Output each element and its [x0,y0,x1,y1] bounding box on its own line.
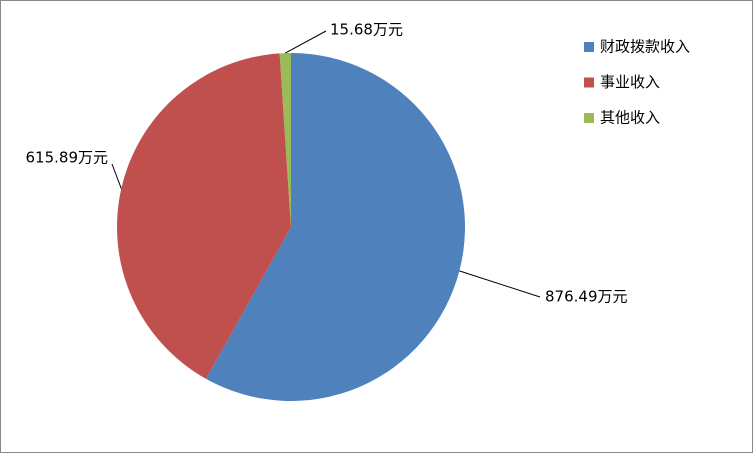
legend-label: 其他收入 [600,109,660,127]
data-label: 615.89万元 [26,149,109,167]
pie-slice [117,53,291,379]
legend-label: 财政拨款收入 [600,38,690,56]
legend-swatch [584,113,594,123]
legend-label: 事业收入 [600,73,660,91]
pie-slice [279,53,291,227]
leader-line [111,163,122,189]
leader-line [459,270,541,298]
data-label: 876.49万元 [545,288,628,306]
legend-swatch [584,42,594,52]
leader-line [285,30,327,54]
data-label: 15.68万元 [330,21,403,39]
legend-swatch [584,77,594,88]
pie-slice [206,53,466,402]
